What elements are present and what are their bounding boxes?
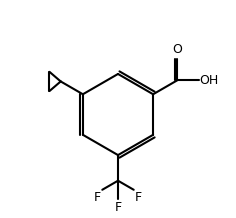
Text: F: F: [135, 191, 142, 204]
Text: OH: OH: [199, 74, 219, 87]
Text: F: F: [94, 191, 101, 204]
Text: O: O: [172, 43, 182, 56]
Text: F: F: [114, 201, 122, 214]
